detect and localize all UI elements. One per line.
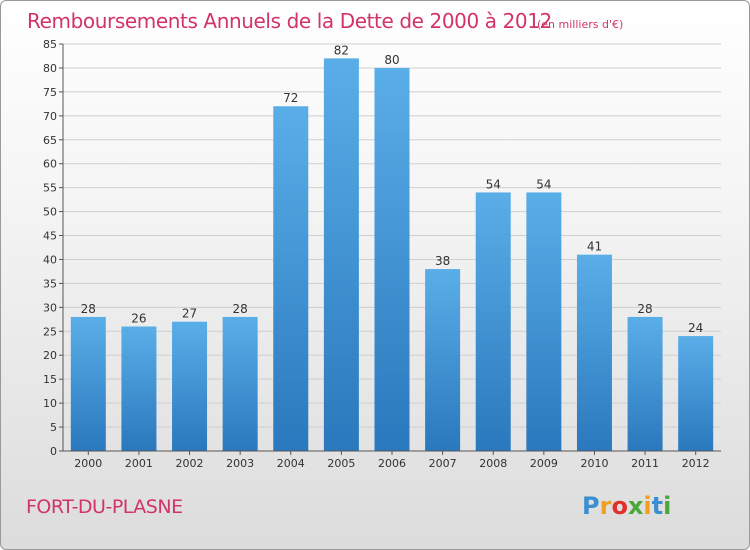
- logo-letter: o: [611, 492, 628, 520]
- value-labels: 28 26 27 28 72 82 80 38 54 54 41 28 24: [81, 43, 704, 335]
- logo-letter: r: [599, 492, 612, 520]
- bar-2010: [576, 254, 612, 451]
- bar-2000: [70, 316, 106, 451]
- value-label-2003: 28: [233, 302, 248, 316]
- y-tick-label: 80: [43, 62, 57, 75]
- y-tick-label: 35: [43, 277, 57, 290]
- x-tick-label-2000: 2000: [74, 457, 102, 470]
- value-label-2004: 72: [283, 91, 298, 105]
- logo-letter: t: [651, 492, 664, 520]
- y-tick-label: 50: [43, 206, 57, 219]
- value-label-2010: 41: [587, 240, 602, 254]
- value-label-2002: 27: [182, 307, 197, 321]
- y-tick-label: 65: [43, 134, 57, 147]
- x-tick-label-2007: 2007: [429, 457, 457, 470]
- chart-subtitle: (en milliers d'€): [537, 18, 624, 31]
- value-label-2005: 82: [334, 43, 349, 57]
- y-tick-label: 30: [43, 301, 57, 314]
- y-tick-label: 70: [43, 110, 57, 123]
- bar-2006: [374, 67, 410, 452]
- x-tick-label-2001: 2001: [125, 457, 153, 470]
- x-tick-label-2002: 2002: [176, 457, 204, 470]
- bar-2004: [273, 106, 309, 451]
- y-tick-label: 40: [43, 253, 57, 266]
- x-tick-label-2008: 2008: [479, 457, 507, 470]
- y-tick-label: 55: [43, 182, 57, 195]
- logo-letter: i: [663, 492, 672, 520]
- value-label-2009: 54: [536, 177, 551, 191]
- value-label-2001: 26: [131, 312, 146, 326]
- x-tick-label-2010: 2010: [580, 457, 608, 470]
- y-tick-label: 85: [43, 38, 57, 51]
- y-tick-label: 10: [43, 397, 57, 410]
- chart-title: Remboursements Annuels de la Dette de 20…: [27, 9, 552, 33]
- logo-letter: x: [627, 492, 644, 520]
- bar-2009: [526, 192, 562, 451]
- y-tick-label: 60: [43, 158, 57, 171]
- bar-2008: [475, 192, 511, 451]
- value-label-2000: 28: [81, 302, 96, 316]
- bar-2001: [121, 326, 157, 451]
- logo-letter: i: [643, 492, 652, 520]
- value-label-2012: 24: [688, 321, 703, 335]
- value-label-2011: 28: [637, 302, 652, 316]
- bar-2002: [172, 321, 208, 451]
- y-tick-label: 75: [43, 86, 57, 99]
- bars: [70, 58, 714, 452]
- y-tick-label: 0: [50, 445, 57, 458]
- x-tick-label-2005: 2005: [327, 457, 355, 470]
- x-tick-label-2012: 2012: [682, 457, 710, 470]
- x-tick-label-2006: 2006: [378, 457, 406, 470]
- x-tick-label-2011: 2011: [631, 457, 659, 470]
- bar-2012: [678, 336, 714, 451]
- x-tick-label-2004: 2004: [277, 457, 305, 470]
- bar-2003: [222, 316, 258, 451]
- y-tick-label: 20: [43, 349, 57, 362]
- y-tick-label: 25: [43, 325, 57, 338]
- y-tick-label: 45: [43, 230, 57, 243]
- y-axis-ticks: 0 5 10 15 20 25 30 35 40 45 50 55 60 65 70 75 80 85: [43, 38, 63, 458]
- y-tick-label: 5: [50, 421, 57, 434]
- bar-2007: [425, 269, 461, 451]
- logo-letter: P: [582, 492, 600, 520]
- proxiti-logo[interactable]: Proxiti: [582, 492, 671, 520]
- bar-2005: [323, 58, 359, 451]
- value-label-2007: 38: [435, 254, 450, 268]
- value-label-2006: 80: [384, 53, 399, 67]
- x-tick-label-2009: 2009: [530, 457, 558, 470]
- x-axis-ticks: 2000 2001 2002 2003 2004 2005 2006 2007 2008 2009…: [74, 451, 710, 470]
- place-name: FORT-DU-PLASNE: [26, 496, 183, 518]
- y-tick-label: 15: [43, 373, 57, 386]
- value-label-2008: 54: [486, 177, 501, 191]
- bar-2011: [627, 316, 663, 451]
- x-tick-label-2003: 2003: [226, 457, 254, 470]
